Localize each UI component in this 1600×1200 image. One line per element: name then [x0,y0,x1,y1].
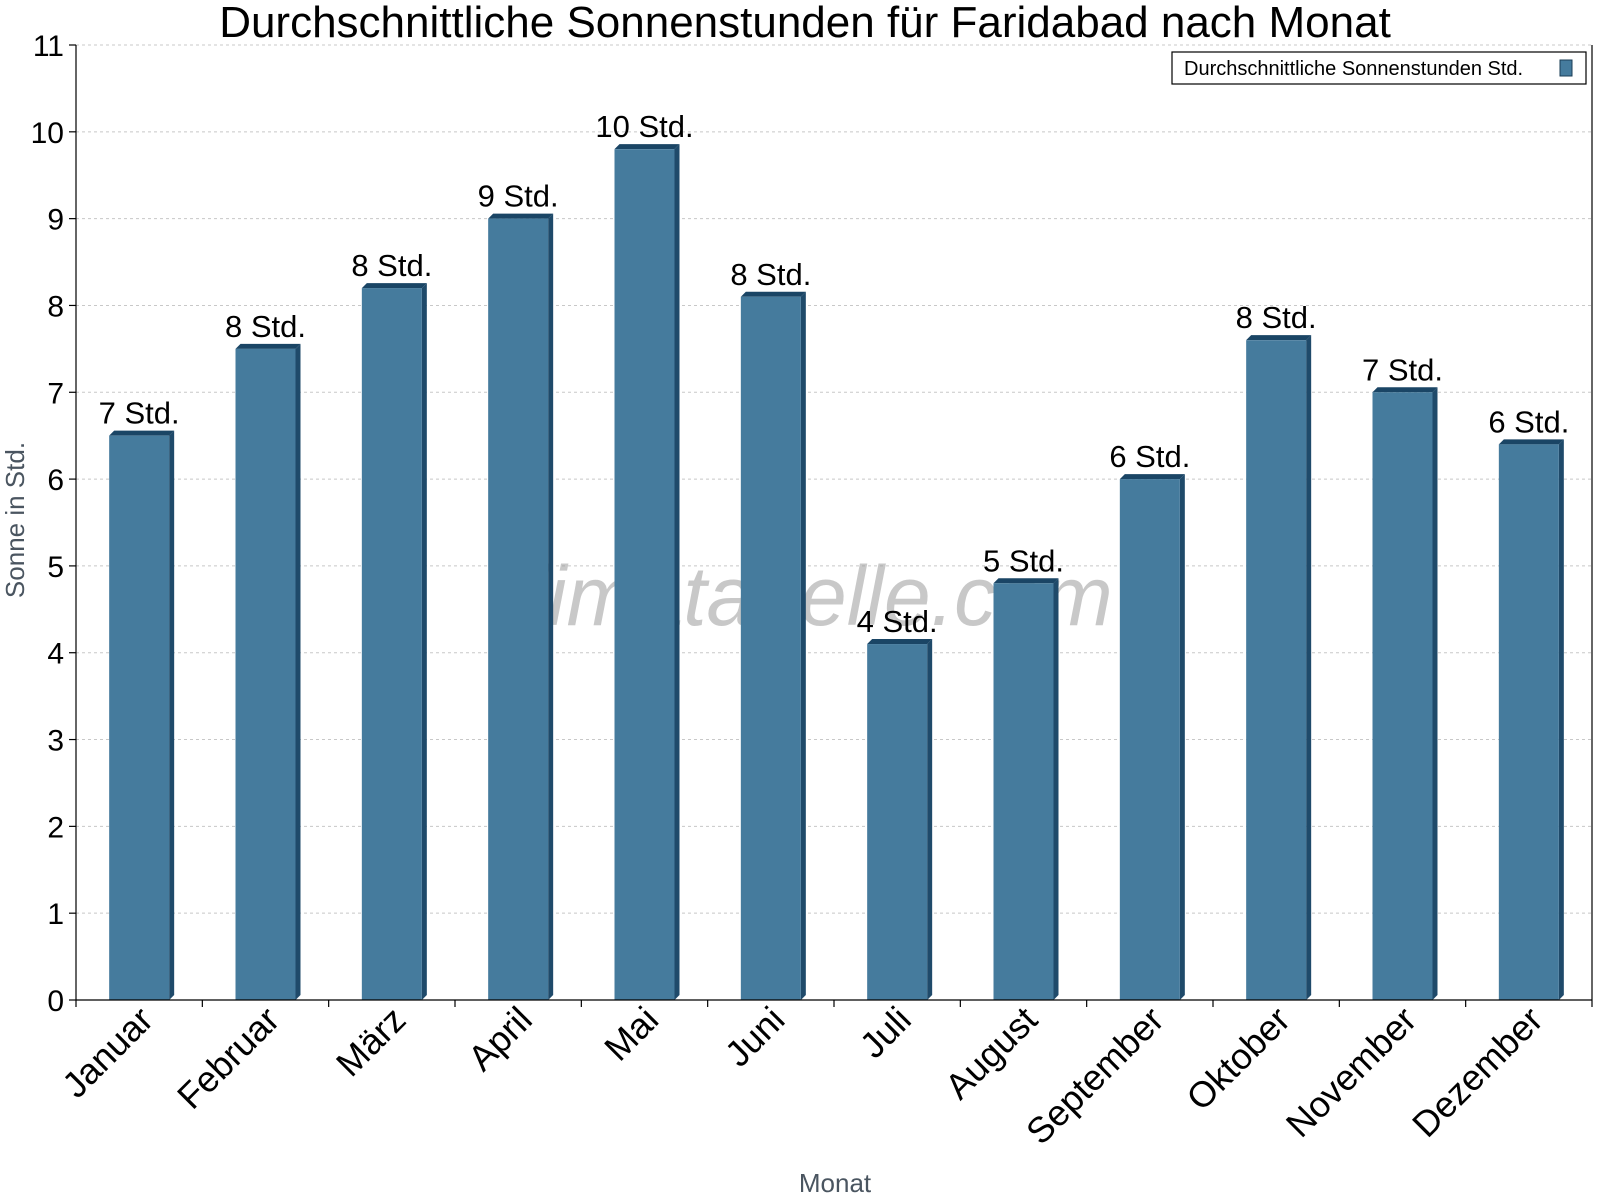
bar [993,578,1059,1000]
bar-side [800,291,806,1001]
data-label: 10 Std. [595,109,693,144]
data-label: 9 Std. [478,179,559,214]
bar [488,213,554,1001]
y-tick-label: 3 [47,725,64,758]
bar-side [169,430,175,1000]
axes [69,44,1593,1007]
bar-side [1558,439,1564,1000]
y-tick-label: 9 [47,204,64,237]
bar-top [867,639,933,645]
y-tick-label: 6 [47,464,64,497]
bar-side [295,343,301,1000]
x-tick-label: März [328,999,414,1085]
bar [1246,335,1312,1000]
x-tick-labels: Januar Februar März April Mai Juni Juli AugustS… [54,999,1551,1153]
data-label: 8 Std. [1236,300,1317,335]
x-tick-label: April [460,999,540,1079]
data-label: 6 Std. [1109,439,1190,474]
x-tick-label: Januar [54,999,161,1106]
bar [867,639,933,1000]
y-tick-label: 11 [33,30,64,63]
bars: 7 Std. 8 Std. 8 Std. 9 Std. 10 Std. 8 Std. 4 S… [99,109,1569,1001]
bar [1498,439,1564,1000]
data-label: 8 Std. [351,248,432,283]
bar [1119,474,1185,1000]
bar-top [740,291,806,297]
y-tick-label: 1 [47,898,64,931]
y-tick-label: 2 [47,811,64,844]
x-tick-label: September [1018,999,1172,1153]
bar [109,430,175,1000]
bar-front [993,583,1054,1000]
bar-top [361,283,427,289]
y-tick-label: 10 [31,117,64,150]
bar-side [927,639,933,1000]
data-label: 8 Std. [730,257,811,292]
bar-front [740,296,801,1001]
bar [614,144,680,1000]
data-label: 6 Std. [1488,404,1569,439]
bar [740,291,806,1001]
bar-side [674,144,680,1000]
x-tick-label: November [1278,999,1424,1145]
data-label: 4 Std. [857,604,938,639]
data-label: 7 Std. [1362,352,1443,387]
bar-top [1372,387,1438,393]
bar-top [109,430,175,436]
bar-front [1372,392,1433,1001]
bar-front [109,435,170,1000]
data-label: 5 Std. [983,543,1064,578]
x-axis-label: Monat [799,1168,872,1198]
y-axis-label: Sonne in Std. [0,442,30,598]
bar [235,343,301,1000]
x-tick-label: Dezember [1404,999,1550,1145]
bar-front [1246,340,1307,1000]
bar-front [235,348,296,1000]
legend-label: Durchschnittliche Sonnenstunden Std. [1184,58,1523,80]
legend: Durchschnittliche Sonnenstunden Std. [1171,51,1587,85]
x-tick-label: Juli [852,999,919,1066]
bar-front [1119,479,1180,1000]
y-tick-labels: 0 1 2 3 4 5 6 7 8 9 10 11 [31,30,64,1018]
data-label: 7 Std. [99,396,180,431]
y-tick-label: 8 [47,290,64,323]
data-label: 8 Std. [225,309,306,344]
bar-front [361,288,422,1000]
bar-side [1432,387,1438,1001]
chart-title: Durchschnittliche Sonnenstunden für Fari… [219,0,1391,47]
bar-top [614,144,680,150]
bar-top [1498,439,1564,445]
legend-box [1171,51,1587,85]
legend-swatch [1559,59,1573,77]
x-tick-label: Juni [717,999,793,1075]
bar-side [421,283,427,1000]
bar-front [488,218,549,1001]
bar-front [1498,444,1559,1000]
y-tick-label: 5 [47,551,64,584]
x-tick-label: Februar [169,999,287,1117]
bar-front [867,644,928,1000]
x-tick-label: August [937,999,1045,1107]
x-tick-label: Mai [596,999,666,1069]
bar-top [993,578,1059,584]
bar-front [614,149,675,1000]
bar-side [1179,474,1185,1000]
y-tick-label: 7 [47,377,64,410]
bar-side [1306,335,1312,1000]
bar-top [1119,474,1185,480]
y-tick-label: 0 [47,985,64,1018]
bar [1372,387,1438,1001]
bar-top [235,343,301,349]
bar-top [1246,335,1312,341]
grid-lines [76,44,1592,914]
x-tick-label: Oktober [1178,999,1298,1119]
bar-side [548,213,554,1001]
bar [361,283,427,1000]
y-tick-label: 4 [47,638,64,671]
bar-top [488,213,554,219]
bar-side [1053,578,1059,1000]
